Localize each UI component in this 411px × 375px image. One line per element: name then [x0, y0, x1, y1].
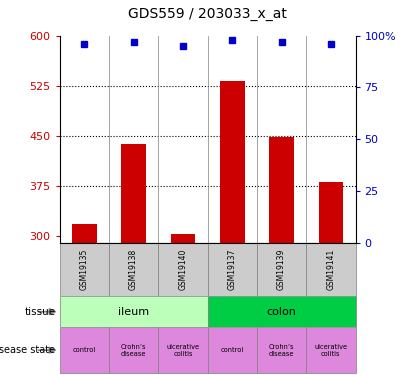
- Bar: [257, 327, 306, 373]
- Bar: [208, 296, 356, 327]
- Bar: [158, 243, 208, 296]
- Bar: [109, 243, 158, 296]
- Bar: [220, 81, 245, 243]
- Bar: [306, 327, 356, 373]
- Bar: [109, 327, 158, 373]
- Text: GSM19137: GSM19137: [228, 249, 237, 290]
- Bar: [208, 327, 257, 373]
- Text: GSM19138: GSM19138: [129, 249, 138, 290]
- Text: GSM19140: GSM19140: [178, 249, 187, 290]
- Text: colon: colon: [267, 307, 296, 317]
- Text: control: control: [221, 347, 244, 353]
- Text: GSM19139: GSM19139: [277, 249, 286, 290]
- Text: GSM19141: GSM19141: [326, 249, 335, 290]
- Text: Crohn’s
disease: Crohn’s disease: [121, 344, 146, 357]
- Text: control: control: [73, 347, 96, 353]
- Bar: [208, 243, 257, 296]
- Text: GSM19135: GSM19135: [80, 249, 89, 290]
- Bar: [257, 243, 306, 296]
- Bar: [60, 243, 109, 296]
- Bar: [319, 182, 343, 243]
- Text: Crohn’s
disease: Crohn’s disease: [269, 344, 294, 357]
- Bar: [60, 327, 109, 373]
- Bar: [121, 144, 146, 243]
- Bar: [158, 327, 208, 373]
- Bar: [171, 234, 195, 243]
- Text: tissue: tissue: [24, 307, 55, 317]
- Text: ulcerative
colitis: ulcerative colitis: [166, 344, 199, 357]
- Text: ulcerative
colitis: ulcerative colitis: [314, 344, 347, 357]
- Bar: [306, 243, 356, 296]
- Bar: [269, 137, 294, 243]
- Text: GDS559 / 203033_x_at: GDS559 / 203033_x_at: [128, 7, 287, 21]
- Bar: [72, 224, 97, 243]
- Bar: [60, 296, 208, 327]
- Text: ileum: ileum: [118, 307, 149, 317]
- Text: disease state: disease state: [0, 345, 55, 355]
